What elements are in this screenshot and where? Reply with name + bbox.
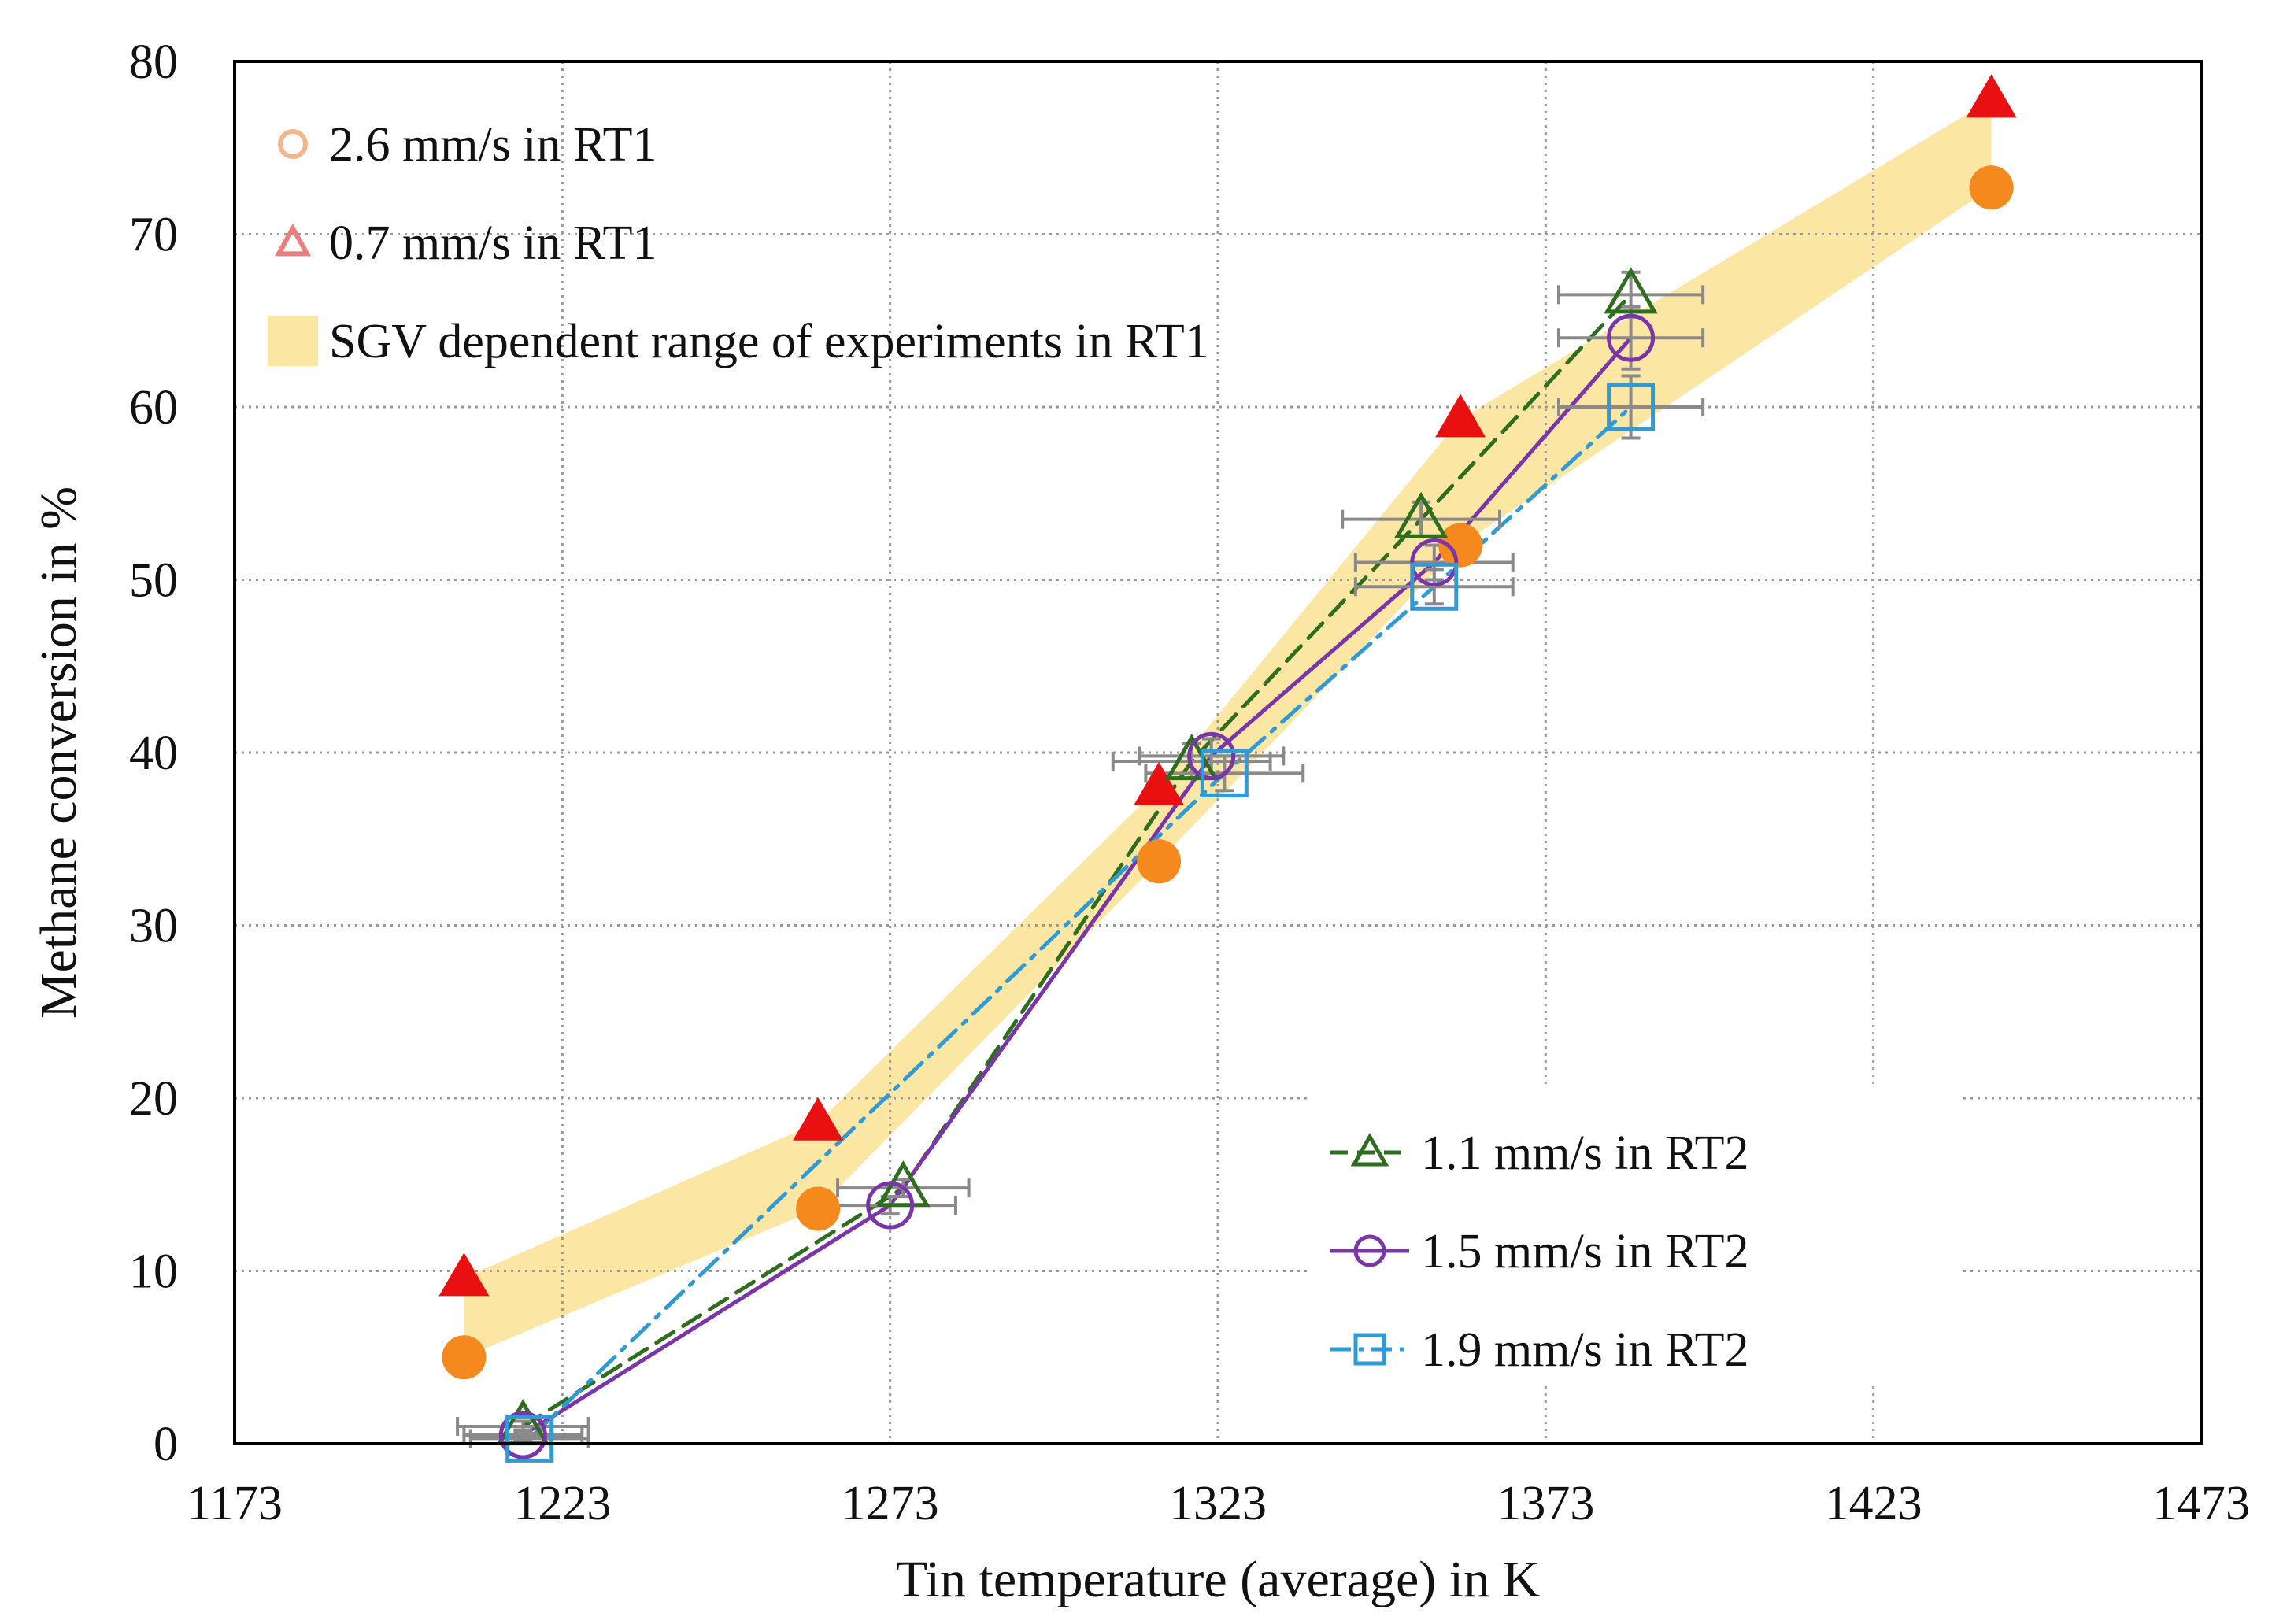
y-axis-label: Methane conversion in % bbox=[30, 486, 87, 1019]
y-tick-label: 10 bbox=[129, 1245, 178, 1299]
y-tick-label: 0 bbox=[154, 1418, 178, 1471]
data-point-0-7-mm-s-in-rt1 bbox=[1435, 394, 1486, 438]
legend-label: 1.5 mm/s in RT2 bbox=[1421, 1225, 1749, 1278]
legend-label: 1.1 mm/s in RT2 bbox=[1421, 1126, 1749, 1180]
data-point-0-7-mm-s-in-rt1 bbox=[1966, 74, 2017, 118]
tick-labels: 0 10 20 30 40 50 60 70 80 1173 1223 1273 1323 1373 142… bbox=[129, 35, 2250, 1530]
data-point-1-9-mm-s-in-rt2 bbox=[1607, 383, 1656, 431]
x-tick-label: 1223 bbox=[513, 1477, 611, 1530]
y-tick-label: 80 bbox=[129, 35, 178, 89]
legend-marker bbox=[1353, 1333, 1386, 1366]
legend-rt2-background bbox=[1307, 1086, 1960, 1385]
x-tick-label: 1273 bbox=[842, 1477, 939, 1530]
y-tick-label: 20 bbox=[129, 1072, 178, 1126]
data-point-2-6-mm-s-in-rt1 bbox=[1969, 165, 2014, 210]
data-point-1-5-mm-s-in-rt2 bbox=[1187, 731, 1236, 780]
y-tick-label: 70 bbox=[129, 209, 178, 262]
plot-frame bbox=[233, 60, 2203, 1445]
legend-band-swatch bbox=[268, 316, 318, 366]
legend-label: SGV dependent range of experiments in RT… bbox=[329, 315, 1209, 368]
data-point-1-5-mm-s-in-rt2 bbox=[866, 1181, 915, 1230]
legend-label: 0.7 mm/s in RT1 bbox=[329, 216, 657, 270]
data-point-1-1-mm-s-in-rt2 bbox=[1604, 267, 1658, 314]
x-tick-label: 1473 bbox=[2152, 1477, 2250, 1530]
data-point-0-7-mm-s-in-rt1 bbox=[438, 1252, 490, 1297]
legend-rt2: 1.1 mm/s in RT2 1.5 mm/s in RT2 1.9 mm/s i… bbox=[1307, 1086, 1960, 1385]
legend-rt1: 2.6 mm/s in RT1 0.7 mm/s in RT1 SGV depend… bbox=[268, 118, 1209, 368]
data-point-0-7-mm-s-in-rt1 bbox=[1134, 761, 1185, 805]
data-point-1-5-mm-s-in-rt2 bbox=[1410, 538, 1459, 587]
x-tick-label: 1423 bbox=[1825, 1477, 1922, 1530]
legend-label: 1.9 mm/s in RT2 bbox=[1421, 1323, 1749, 1377]
data-point-2-6-mm-s-in-rt1 bbox=[796, 1186, 841, 1231]
legend-label: 2.6 mm/s in RT1 bbox=[329, 118, 657, 172]
y-tick-label: 30 bbox=[129, 900, 178, 953]
x-tick-label: 1373 bbox=[1497, 1477, 1594, 1530]
data-point-1-9-mm-s-in-rt2 bbox=[505, 1414, 554, 1463]
y-tick-label: 40 bbox=[129, 727, 178, 780]
legend-marker bbox=[278, 129, 308, 159]
y-tick-label: 50 bbox=[129, 554, 178, 608]
data-point-1-5-mm-s-in-rt2 bbox=[1607, 313, 1656, 362]
data-point-1-9-mm-s-in-rt2 bbox=[1200, 749, 1249, 797]
data-point-1-5-mm-s-in-rt2 bbox=[498, 1411, 547, 1459]
x-tick-label: 1323 bbox=[1169, 1477, 1267, 1530]
x-axis-label: Tin temperature (average) in K bbox=[896, 1551, 1541, 1608]
series-line-1-9-mm-s-in-rt2 bbox=[527, 405, 1634, 1441]
x-tick-label: 1173 bbox=[187, 1477, 283, 1530]
data-point-2-6-mm-s-in-rt1 bbox=[442, 1335, 487, 1380]
data-point-1-9-mm-s-in-rt2 bbox=[1410, 562, 1459, 611]
data-point-2-6-mm-s-in-rt1 bbox=[1137, 839, 1182, 884]
legend-marker bbox=[274, 223, 312, 257]
series-markers bbox=[438, 74, 2017, 1463]
data-point-2-6-mm-s-in-rt1 bbox=[1438, 523, 1483, 568]
data-point-0-7-mm-s-in-rt1 bbox=[793, 1097, 844, 1141]
legend-marker bbox=[1353, 1234, 1386, 1267]
data-point-1-1-mm-s-in-rt2 bbox=[1393, 491, 1449, 538]
legend-marker bbox=[1350, 1132, 1389, 1167]
y-tick-label: 60 bbox=[129, 381, 178, 435]
